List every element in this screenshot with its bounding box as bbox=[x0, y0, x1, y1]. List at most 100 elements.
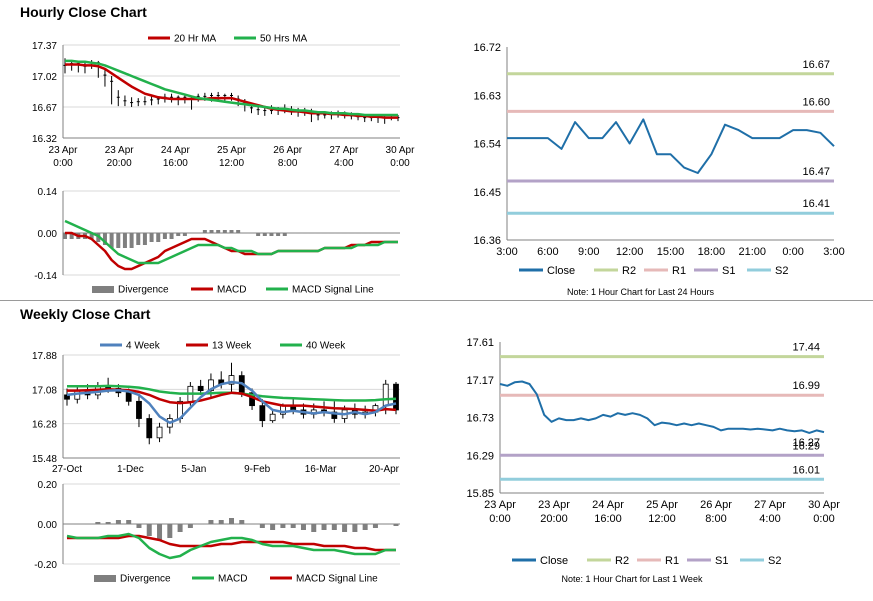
hourly-price-ytick-label: 17.37 bbox=[32, 41, 57, 52]
legend-50hr-ma-label: 50 Hrs MA bbox=[260, 34, 308, 45]
hourly-divergence-bar bbox=[162, 233, 167, 239]
hourly-divergence-bar bbox=[236, 230, 241, 233]
hourly-price-xtick-label: 4:00 bbox=[334, 158, 354, 169]
hourly-macd-ytick-label: 0.00 bbox=[38, 229, 58, 240]
weekly-4wk-ma-line bbox=[66, 380, 397, 425]
hourly-divergence-bar bbox=[296, 233, 301, 234]
weekly-divergence-bar bbox=[198, 524, 204, 525]
weekly-pivot-xtick-label: 0:00 bbox=[489, 513, 510, 525]
weekly-pivot-level-r2-label: 17.44 bbox=[792, 342, 820, 354]
hourly-divergence-bar bbox=[109, 233, 114, 248]
weekly-price-xtick-label: 20-Apr bbox=[369, 464, 400, 475]
weekly-divergence-bar bbox=[362, 524, 368, 530]
weekly-pivot-level-r1-label: 16.99 bbox=[792, 380, 820, 392]
legend-4-week-label: 4 Week bbox=[126, 341, 161, 352]
weekly-divergence-bar bbox=[352, 524, 358, 532]
hourly-divergence-bar bbox=[336, 233, 341, 234]
weekly-pivot-xtick-label: 24 Apr bbox=[592, 499, 624, 511]
hourly-chart-title: Hourly Close Chart bbox=[20, 4, 147, 20]
hourly-pivot-ytick-label: 16.63 bbox=[473, 90, 501, 102]
hourly-divergence-bar bbox=[269, 233, 274, 236]
hourly-divergence-bar bbox=[342, 233, 347, 234]
weekly-divergence-bar bbox=[126, 520, 132, 524]
hourly-divergence-bar bbox=[102, 233, 107, 245]
weekly-divergence-bar bbox=[85, 524, 91, 525]
hourly-divergence-bar bbox=[276, 233, 281, 236]
weekly-pivot-xtick-label: 4:00 bbox=[759, 513, 780, 525]
hourly-divergence-bar bbox=[289, 233, 294, 234]
weekly-pivot-xtick-label: 20:00 bbox=[540, 513, 568, 525]
hourly-pivot-level-s1-label: 16.47 bbox=[802, 166, 830, 178]
weekly-price-xtick-label: 9-Feb bbox=[244, 464, 271, 475]
weekly-price-ytick-label: 16.28 bbox=[32, 420, 57, 431]
hourly-divergence-bar bbox=[316, 233, 321, 234]
hourly-pivot-level-r2-label: 16.67 bbox=[802, 59, 830, 71]
hourly-pivot-ytick-label: 16.54 bbox=[473, 139, 501, 151]
weekly-pivot-xtick-label: 23 Apr bbox=[484, 499, 516, 511]
hourly-divergence-bar bbox=[176, 233, 181, 236]
weekly-divergence-bar bbox=[383, 524, 389, 525]
hourly-divergence-bar bbox=[222, 230, 227, 233]
weekly-pivot-level-s1-label: 16.29 bbox=[792, 440, 820, 452]
weekly-divergence-bar bbox=[64, 524, 70, 525]
legend-40-week-label: 40 Week bbox=[306, 341, 346, 352]
hourly-macd-ytick-label: -0.14 bbox=[34, 271, 57, 282]
hourly-pivot-ytick-label: 16.36 bbox=[473, 235, 501, 247]
weekly-pivot-note: Note: 1 Hour Chart for Last 1 Week bbox=[562, 574, 703, 584]
legend-hourly-macd-label: MACD bbox=[217, 285, 246, 296]
hourly-20hr-ma-line bbox=[65, 63, 398, 119]
hourly-divergence-bar bbox=[282, 233, 287, 236]
hourly-divergence-bar bbox=[256, 233, 261, 236]
legend-hourly-divergence-swatch bbox=[92, 286, 114, 293]
weekly-pivot-xtick-label: 23 Apr bbox=[538, 499, 570, 511]
hourly-50hr-ma-line bbox=[65, 59, 398, 117]
weekly-divergence-bar bbox=[136, 524, 142, 528]
hourly-divergence-bar bbox=[229, 230, 234, 233]
weekly-pivot-level-s2-label: 16.01 bbox=[792, 464, 820, 476]
hourly-divergence-bar bbox=[142, 233, 147, 245]
hourly-price-xtick-label: 16:00 bbox=[163, 158, 188, 169]
weekly-divergence-bar bbox=[177, 524, 183, 532]
weekly-pivot-xtick-label: 16:00 bbox=[594, 513, 622, 525]
weekly-divergence-bar bbox=[300, 524, 306, 530]
hourly-price-ytick-label: 17.02 bbox=[32, 72, 57, 83]
hourly-price-xtick-label: 12:00 bbox=[219, 158, 244, 169]
weekly-macd-ytick-label: 0.20 bbox=[38, 480, 58, 491]
hourly-divergence-bar bbox=[156, 233, 161, 242]
hourly-divergence-bar bbox=[362, 233, 367, 234]
hourly-pivot-note: Note: 1 Hour Chart for Last 24 Hours bbox=[567, 287, 715, 297]
hourly-pivot-xtick-label: 12:00 bbox=[616, 246, 644, 258]
weekly-divergence-bar bbox=[208, 520, 214, 524]
weekly-pivot-ytick-label: 17.17 bbox=[466, 375, 494, 387]
hourly-divergence-bar bbox=[129, 233, 134, 248]
weekly-pivot-legend-s1-label: S1 bbox=[715, 555, 728, 567]
hourly-divergence-bar bbox=[69, 233, 74, 239]
hourly-pivot-level-s2-label: 16.41 bbox=[802, 198, 830, 210]
hourly-price-xtick-label: 0:00 bbox=[390, 158, 410, 169]
weekly-pivot-legend-r2-label: R2 bbox=[615, 555, 629, 567]
hourly-pivot-xtick-label: 15:00 bbox=[657, 246, 685, 258]
weekly-divergence-bar bbox=[167, 524, 173, 538]
weekly-divergence-bar bbox=[249, 524, 255, 525]
weekly-candle-body bbox=[197, 385, 204, 392]
hourly-price-xtick-label: 8:00 bbox=[278, 158, 298, 169]
hourly-divergence-bar bbox=[329, 233, 334, 234]
legend-weekly-divergence-swatch bbox=[94, 575, 116, 582]
weekly-candle-body bbox=[146, 418, 153, 439]
hourly-price-ytick-label: 16.32 bbox=[32, 134, 57, 145]
hourly-pivot-xtick-label: 9:00 bbox=[578, 246, 599, 258]
hourly-divergence-bar bbox=[196, 233, 201, 234]
weekly-pivot-xtick-label: 30 Apr bbox=[808, 499, 840, 511]
hourly-divergence-bar bbox=[136, 233, 141, 245]
weekly-pivot-legend-r1-label: R1 bbox=[665, 555, 679, 567]
weekly-divergence-bar bbox=[372, 524, 378, 528]
weekly-candle-body bbox=[125, 392, 132, 402]
hourly-divergence-bar bbox=[389, 233, 394, 234]
hourly-divergence-bar bbox=[242, 233, 247, 234]
hourly-price-xtick-label: 23 Apr bbox=[105, 145, 135, 156]
hourly-divergence-bar bbox=[356, 233, 361, 234]
hourly-pivot-xtick-label: 6:00 bbox=[537, 246, 558, 258]
weekly-chart-title: Weekly Close Chart bbox=[20, 306, 151, 322]
weekly-macd-ytick-label: -0.20 bbox=[34, 560, 57, 571]
